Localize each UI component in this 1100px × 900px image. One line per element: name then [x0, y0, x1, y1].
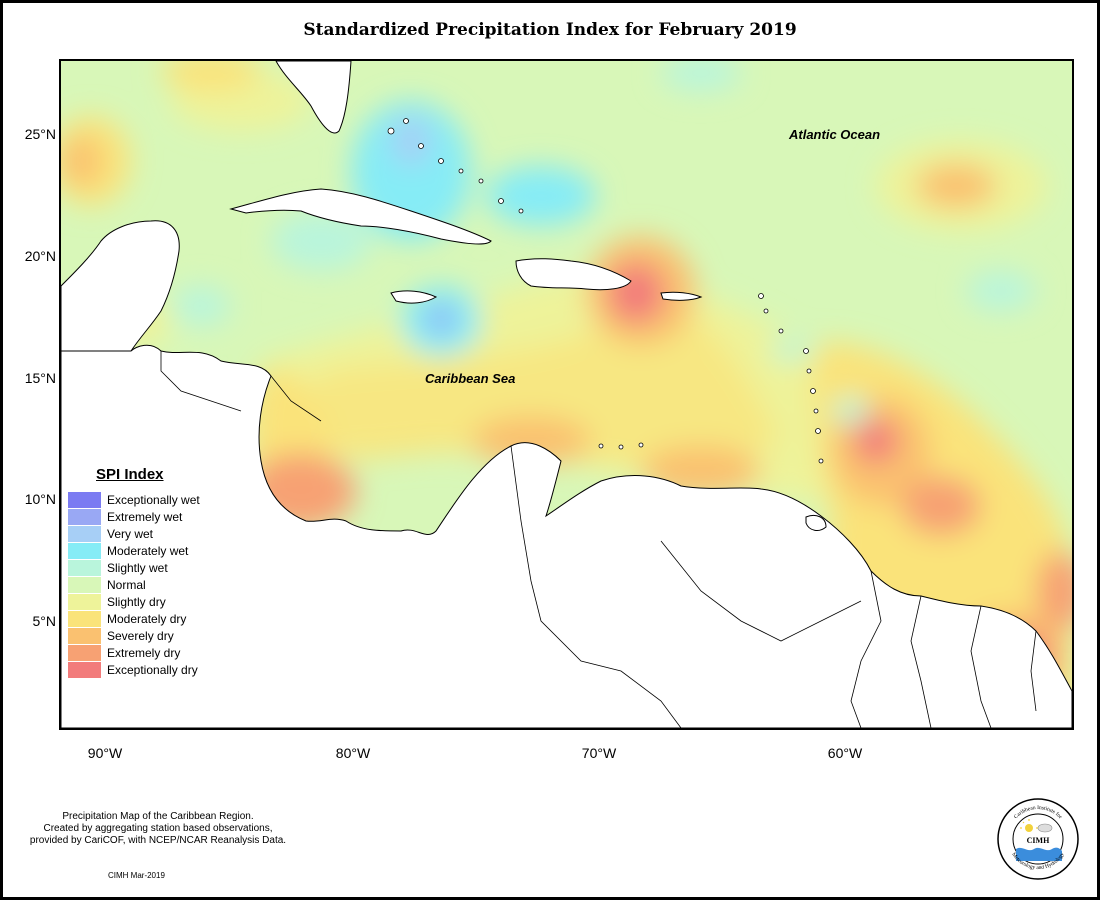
- legend-swatch: [68, 542, 101, 559]
- legend-label: Moderately wet: [107, 543, 189, 558]
- legend-item: Exceptionally wet: [68, 491, 268, 508]
- caribbean-sea-label: Caribbean Sea: [425, 371, 516, 386]
- footer-line: Created by aggregating station based obs…: [43, 823, 273, 834]
- y-tick-label: 25°N: [24, 126, 56, 142]
- legend-rows: Exceptionally wet Extremely wet Very wet Mo…: [68, 491, 268, 678]
- trinidad: [805, 514, 827, 531]
- spi-legend: SPI Index Exceptionally wet Extremely wet…: [68, 466, 268, 678]
- country-borders: [160, 351, 1037, 728]
- map-title: Standardized Precipitation Index for Feb…: [303, 20, 797, 40]
- legend-label: Slightly dry: [107, 594, 166, 609]
- legend-swatch: [68, 508, 101, 525]
- spi-map: Atlantic Ocean Caribbean Sea: [59, 59, 1074, 730]
- legend-swatch: [68, 593, 101, 610]
- florida: [275, 61, 352, 134]
- footer-note: Precipitation Map of the Caribbean Regio…: [8, 811, 308, 847]
- legend-item: Moderately dry: [68, 610, 268, 627]
- legend-label: Normal: [107, 577, 146, 592]
- y-tick-label: 20°N: [24, 248, 56, 264]
- legend-swatch: [68, 559, 101, 576]
- legend-item: Moderately wet: [68, 542, 268, 559]
- footer-line: provided by CariCOF, with NCEP/NCAR Rean…: [29, 835, 287, 846]
- legend-swatch: [68, 525, 101, 542]
- legend-label: Exceptionally dry: [107, 662, 198, 677]
- y-tick-label: 15°N: [24, 370, 56, 386]
- legend-label: Extremely dry: [107, 645, 181, 660]
- legend-item: Severely dry: [68, 627, 268, 644]
- legend-label: Slightly wet: [107, 560, 168, 575]
- legend-item: Extremely dry: [68, 644, 268, 661]
- puerto-rico: [660, 291, 703, 301]
- legend-item: Exceptionally dry: [68, 661, 268, 678]
- footer-credit: CIMH Mar-2019: [108, 871, 165, 880]
- legend-label: Exceptionally wet: [107, 492, 200, 507]
- cimh-logo-icon: CIMH Caribbean Institute for Meteorology…: [997, 798, 1079, 880]
- legend-label: Very wet: [107, 526, 154, 541]
- legend-title: SPI Index: [96, 466, 164, 483]
- yucatan: [61, 220, 180, 362]
- spi-field: [61, 61, 1072, 728]
- legend-item: Slightly dry: [68, 593, 268, 610]
- cimh-logo: CIMH Caribbean Institute for Meteorology…: [996, 797, 1080, 881]
- small-islands: [387, 118, 824, 464]
- atlantic-ocean-label: Atlantic Ocean: [789, 127, 881, 142]
- y-tick-label: 10°N: [24, 491, 56, 507]
- legend-item: Very wet: [68, 525, 268, 542]
- legend-label: Extremely wet: [107, 509, 183, 524]
- legend-item: Extremely wet: [68, 508, 268, 525]
- x-tick-label: 60°W: [827, 745, 863, 761]
- hispaniola: [515, 258, 632, 291]
- legend-item: Normal: [68, 576, 268, 593]
- spi-map-svg: [61, 61, 1072, 728]
- legend-item: Slightly wet: [68, 559, 268, 576]
- jamaica: [390, 290, 438, 304]
- legend-swatch: [68, 576, 101, 593]
- legend-swatch: [68, 644, 101, 661]
- legend-swatch: [68, 491, 101, 508]
- land-masses: [61, 61, 1072, 728]
- cuba: [229, 188, 492, 245]
- legend-swatch: [68, 610, 101, 627]
- legend-label: Moderately dry: [107, 611, 187, 626]
- footer-line: Precipitation Map of the Caribbean Regio…: [62, 811, 254, 822]
- central-south-america: [61, 344, 1072, 728]
- legend-swatch: [68, 627, 101, 644]
- x-tick-label: 70°W: [581, 745, 617, 761]
- logo-text: CIMH: [1027, 836, 1050, 845]
- y-tick-label: 5°N: [32, 613, 57, 629]
- legend-swatch: [68, 661, 101, 678]
- x-tick-label: 90°W: [87, 745, 123, 761]
- legend-label: Severely dry: [107, 628, 174, 643]
- x-tick-label: 80°W: [335, 745, 371, 761]
